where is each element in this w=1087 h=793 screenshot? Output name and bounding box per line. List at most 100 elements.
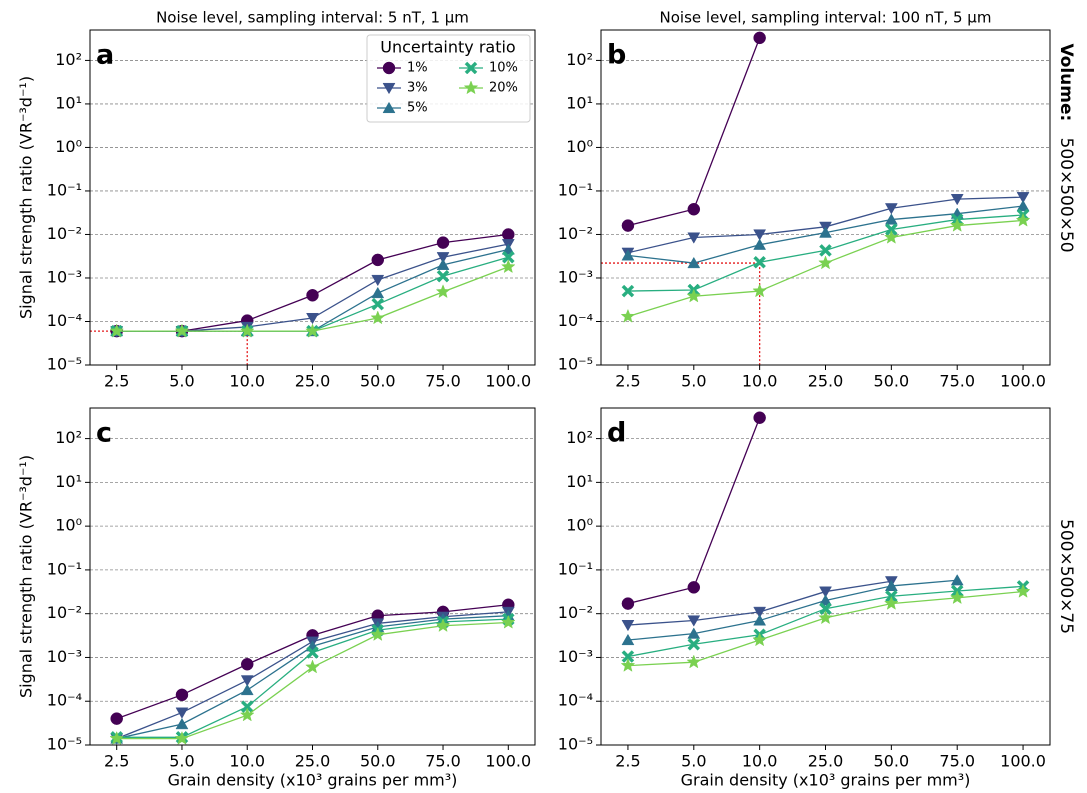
y-tick-label: 10¹: [55, 93, 82, 112]
y-tick-label: 10⁻⁴: [558, 691, 593, 710]
marker: [819, 244, 832, 257]
marker: [687, 615, 701, 627]
y-tick-label: 10⁻¹: [47, 180, 82, 199]
marker: [819, 602, 832, 616]
marker: [819, 226, 832, 238]
marker: [818, 255, 833, 270]
marker: [305, 659, 320, 674]
marker: [370, 627, 386, 641]
marker: [175, 707, 189, 719]
side-title: Volume:: [1056, 43, 1076, 121]
marker: [884, 223, 898, 236]
marker: [306, 312, 319, 325]
marker: [884, 229, 899, 244]
marker: [621, 219, 635, 232]
marker: [753, 31, 766, 45]
marker: [687, 581, 701, 594]
marker: [109, 323, 125, 338]
series: [110, 606, 515, 745]
x-axis-label: Grain density (x10³ grains per mm³): [681, 771, 971, 790]
marker: [1015, 583, 1031, 598]
marker: [884, 203, 898, 215]
marker: [621, 619, 635, 632]
y-tick-label: 10²: [566, 428, 593, 447]
marker: [371, 297, 385, 311]
marker: [370, 310, 386, 325]
marker: [371, 274, 385, 287]
marker: [436, 236, 450, 249]
y-tick-label: 10⁻³: [47, 647, 82, 666]
marker: [500, 614, 516, 629]
marker: [175, 717, 189, 730]
marker: [382, 61, 396, 75]
marker: [174, 323, 190, 338]
y-tick-label: 10⁻³: [47, 267, 82, 286]
marker: [463, 80, 479, 95]
legend-label: 5%: [407, 101, 428, 116]
x-tick-label: 10.0: [229, 752, 265, 771]
marker: [382, 101, 396, 114]
marker: [753, 238, 767, 250]
legend-label: 20%: [489, 81, 518, 96]
marker: [687, 232, 701, 244]
y-tick-label: 10⁰: [55, 137, 82, 156]
y-tick-label: 10⁰: [566, 137, 593, 156]
plot-frame: [600, 407, 1051, 746]
x-tick-label: 100.0: [1000, 752, 1046, 771]
y-tick-label: 10²: [566, 50, 593, 69]
marker: [240, 675, 254, 687]
marker: [436, 258, 450, 270]
x-tick-label: 5.0: [681, 752, 706, 771]
marker: [620, 308, 636, 323]
y-tick-label: 10²: [55, 50, 82, 69]
x-tick-label: 50.0: [874, 372, 910, 391]
x-tick-label: 75.0: [939, 372, 975, 391]
marker: [753, 229, 767, 241]
marker: [753, 606, 767, 619]
x-tick-label: 25.0: [808, 752, 844, 771]
y-tick-label: 10⁻²: [47, 603, 82, 622]
legend-label: 3%: [407, 81, 428, 96]
plot-frame: [89, 407, 536, 746]
marker: [371, 286, 385, 299]
y-tick-label: 10¹: [566, 93, 593, 112]
marker: [884, 579, 898, 592]
side-value: 500×500×75: [1056, 519, 1076, 634]
legend-box: [366, 34, 531, 123]
panel-title: Noise level, sampling interval: 5 nT, 1 …: [156, 9, 469, 27]
marker: [371, 253, 385, 267]
marker: [240, 657, 254, 671]
marker: [435, 284, 451, 299]
marker: [621, 633, 635, 646]
marker: [1016, 199, 1030, 212]
marker: [752, 283, 767, 298]
y-tick-label: 10⁻¹: [558, 180, 593, 199]
y-tick-label: 10⁰: [566, 516, 593, 535]
y-tick-label: 10⁻⁵: [558, 735, 593, 754]
marker: [621, 284, 635, 298]
x-tick-label: 100.0: [1000, 372, 1046, 391]
y-tick-label: 10¹: [566, 472, 593, 491]
y-tick-label: 10⁻¹: [47, 559, 82, 578]
series: [621, 199, 1030, 269]
y-axis-label: Signal strength ratio (VR⁻³d⁻¹): [17, 455, 36, 698]
x-tick-label: 100.0: [485, 752, 531, 771]
y-tick-label: 10⁻¹: [558, 559, 593, 578]
marker: [240, 683, 254, 696]
y-tick-label: 10⁻⁵: [47, 735, 82, 754]
marker: [949, 217, 965, 232]
series-line: [627, 37, 761, 227]
series: [621, 31, 766, 232]
x-tick-label: 50.0: [874, 752, 910, 771]
marker: [950, 194, 964, 206]
marker: [500, 259, 516, 274]
legend-label: 1%: [407, 61, 428, 76]
marker: [382, 82, 396, 95]
series: [109, 614, 516, 745]
marker: [753, 614, 767, 626]
panel-title: Noise level, sampling interval: 100 nT, …: [660, 9, 992, 27]
y-tick-label: 10⁻²: [558, 224, 593, 243]
x-tick-label: 50.0: [360, 372, 396, 391]
marker: [435, 618, 451, 632]
x-tick-label: 2.5: [615, 372, 640, 391]
